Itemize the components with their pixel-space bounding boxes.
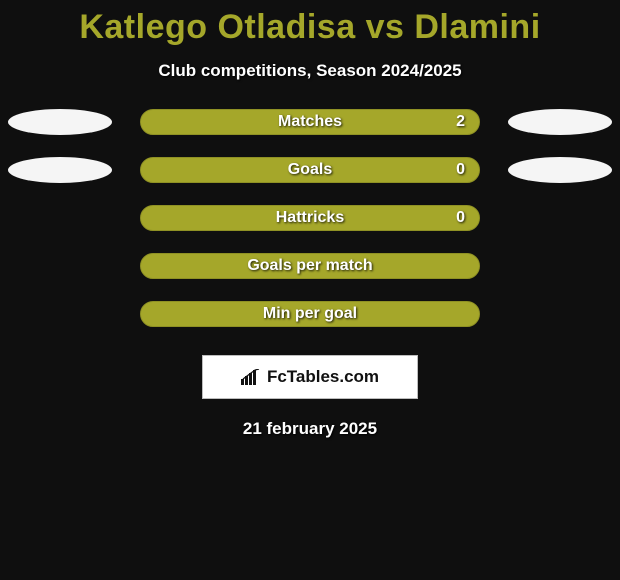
stat-row-goals: Goals 0 xyxy=(0,157,620,183)
stat-label: Hattricks xyxy=(276,209,344,227)
stat-label: Goals xyxy=(288,161,332,179)
stat-row-min-per-goal: Min per goal xyxy=(0,301,620,327)
stat-value: 2 xyxy=(456,113,465,131)
stat-bar: Hattricks 0 xyxy=(140,205,480,231)
stat-value: 0 xyxy=(456,161,465,179)
attribution-box: FcTables.com xyxy=(202,355,418,399)
stat-row-matches: Matches 2 xyxy=(0,109,620,135)
snapshot-date: 21 february 2025 xyxy=(0,419,620,439)
compare-oval-left xyxy=(8,109,112,135)
bar-chart-icon xyxy=(241,369,261,385)
comparison-title: Katlego Otladisa vs Dlamini xyxy=(0,8,620,47)
stat-label: Matches xyxy=(278,113,342,131)
stat-bar: Goals per match xyxy=(140,253,480,279)
stat-value: 0 xyxy=(456,209,465,227)
attribution-text: FcTables.com xyxy=(267,367,379,387)
stat-label: Goals per match xyxy=(247,257,372,275)
stat-row-goals-per-match: Goals per match xyxy=(0,253,620,279)
stat-bar: Min per goal xyxy=(140,301,480,327)
compare-oval-left xyxy=(8,157,112,183)
season-subtitle: Club competitions, Season 2024/2025 xyxy=(0,61,620,81)
infographic-container: Katlego Otladisa vs Dlamini Club competi… xyxy=(0,0,620,439)
compare-oval-right xyxy=(508,109,612,135)
stat-label: Min per goal xyxy=(263,305,357,323)
stat-rows: Matches 2 Goals 0 Hattricks 0 Goals per … xyxy=(0,109,620,327)
compare-oval-right xyxy=(508,157,612,183)
stat-row-hattricks: Hattricks 0 xyxy=(0,205,620,231)
stat-bar: Goals 0 xyxy=(140,157,480,183)
stat-bar: Matches 2 xyxy=(140,109,480,135)
